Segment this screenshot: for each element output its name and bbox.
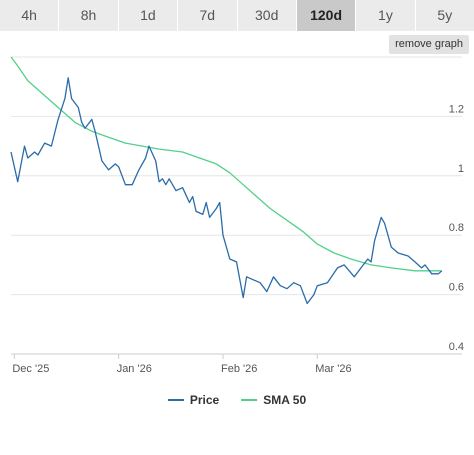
range-tab-7d[interactable]: 7d	[178, 0, 238, 31]
legend-swatch-price	[167, 399, 184, 401]
chart-series	[10, 56, 443, 305]
legend-item-sma-50[interactable]: SMA 50	[241, 393, 306, 407]
y-tick-label: 0.6	[449, 282, 464, 294]
legend-swatch-sma-50	[241, 399, 258, 401]
range-tab-4h[interactable]: 4h	[0, 0, 60, 31]
legend-item-price[interactable]: Price	[167, 393, 220, 407]
y-tick-label: 1.2	[449, 103, 464, 115]
price-line	[10, 77, 443, 305]
x-tick-label: Mar '26	[315, 363, 351, 375]
range-tab-120d[interactable]: 120d	[296, 0, 357, 31]
x-tick-label: Dec '25	[12, 363, 49, 375]
chart-legend: Price SMA 50	[0, 393, 474, 407]
legend-label-price: Price	[189, 393, 220, 407]
legend-label-sma-50: SMA 50	[263, 393, 307, 407]
chart-axes: 0.4 0.6 0.8 1 1.2 1.4 Dec '25 Jan '26 Feb '26 Mar…	[11, 55, 464, 375]
range-tab-8h[interactable]: 8h	[59, 0, 119, 31]
range-tab-1y[interactable]: 1y	[356, 0, 416, 31]
chart-grid	[11, 56, 462, 355]
y-tick-label: 1	[458, 163, 464, 175]
x-tick-label: Feb '26	[221, 363, 257, 375]
y-tick-label: 1.4	[449, 55, 464, 56]
sma-50-line	[10, 56, 442, 272]
range-tab-30d[interactable]: 30d	[237, 0, 297, 31]
price-chart: 0.4 0.6 0.8 1 1.2 1.4 Dec '25 Jan '26 Feb '26 Mar…	[10, 55, 464, 375]
remove-graph-button[interactable]: remove graph	[389, 35, 469, 54]
range-tab-1d[interactable]: 1d	[118, 0, 179, 31]
y-tick-label: 0.8	[449, 222, 464, 234]
y-tick-label: 0.4	[449, 341, 464, 353]
range-selector: 4h 8h 1d 7d 30d 120d 1y 5y	[0, 0, 474, 31]
x-tick-label: Jan '26	[117, 363, 152, 375]
range-tab-5y[interactable]: 5y	[415, 0, 474, 31]
